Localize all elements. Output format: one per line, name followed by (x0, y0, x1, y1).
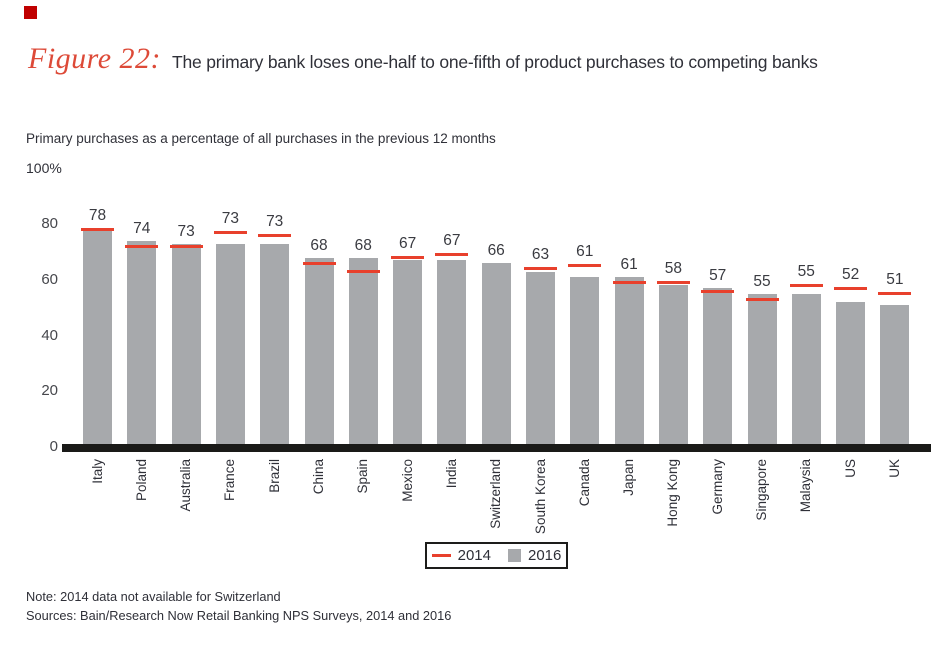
tick-2014 (701, 289, 735, 293)
bar-value-label: 57 (709, 267, 727, 285)
tick-2014 (391, 256, 425, 260)
y-tick-label: 20 (41, 382, 58, 400)
legend-2014-label: 2014 (457, 547, 491, 564)
bar-value-label: 55 (797, 262, 815, 280)
tick-2014 (213, 231, 247, 235)
bar-2016 (348, 257, 378, 449)
x-axis-category-label: Japan (621, 459, 637, 496)
bar-value-label: 58 (664, 260, 683, 278)
bar-value-label: 52 (841, 265, 860, 283)
bar-value-label: 61 (576, 243, 594, 261)
bar-2016 (171, 243, 201, 449)
bar-2016 (215, 243, 245, 449)
bar-2016 (658, 285, 688, 449)
bar-value-label: 73 (221, 210, 240, 228)
tick-2014 (302, 261, 336, 265)
x-axis-category-label: US (842, 459, 858, 478)
legend-2016-label: 2016 (528, 547, 562, 564)
tick-2014 (745, 297, 779, 301)
tick-2014 (81, 228, 114, 232)
note-line: Note: 2014 data not available for Switze… (26, 589, 281, 604)
bar-value-label: 61 (620, 256, 638, 274)
tick-2014 (346, 270, 380, 274)
bar-value-label: 55 (753, 272, 771, 290)
bar-2016 (260, 243, 290, 449)
bar-2016 (570, 277, 600, 449)
chart-subtitle: Primary purchases as a percentage of all… (26, 131, 496, 146)
tick-2014 (612, 281, 646, 285)
x-axis-category-label: Canada (576, 459, 592, 507)
tick-2014 (125, 244, 159, 248)
bar-2016 (481, 263, 511, 449)
legend-item-2014: 2014 (431, 547, 491, 564)
bar-2016 (393, 260, 423, 449)
bar-2016 (437, 260, 467, 449)
tick-2014 (524, 267, 557, 271)
bar-2016 (880, 304, 910, 449)
bar-value-label: 73 (177, 222, 195, 240)
bar-value-label: 68 (310, 236, 328, 254)
tick-2014 (435, 253, 469, 257)
tick-2014 (834, 286, 868, 290)
x-axis-baseline (62, 444, 931, 452)
x-axis-category-label: Italy (89, 459, 105, 484)
bar-value-label: 67 (443, 232, 461, 250)
sources-line: Sources: Bain/Research Now Retail Bankin… (26, 607, 452, 623)
bar-2016 (127, 240, 157, 449)
legend-item-2016: 2016 (508, 547, 561, 564)
y-tick-label: 40 (41, 326, 58, 344)
x-axis-category-label: Hong Kong (665, 459, 681, 527)
bar-2016 (747, 293, 777, 449)
bar-value-label: 78 (88, 207, 107, 225)
bar-value-label: 66 (487, 242, 505, 260)
x-axis-category-label: Germany (709, 459, 725, 515)
x-axis-category-label: Malaysia (798, 459, 814, 513)
x-axis-category-label: Singapore (754, 459, 769, 521)
y-tick-label: 0 (49, 438, 58, 455)
tick-2014 (789, 283, 823, 287)
bar-2016 (83, 229, 112, 449)
tick-2014 (656, 281, 690, 285)
x-axis-category-label: China (311, 459, 326, 495)
bar-value-label: 67 (398, 235, 417, 253)
tick-2014 (568, 264, 602, 268)
bar-2016 (703, 288, 733, 449)
x-axis-category-label: UK (886, 459, 902, 478)
legend-2016-square-marker (508, 549, 521, 562)
x-axis-category-label: Poland (133, 459, 149, 502)
bar-value-label: 68 (354, 236, 372, 254)
y-tick-label: 80 (41, 215, 58, 233)
tick-2014 (878, 292, 912, 296)
bar-2016 (791, 293, 821, 449)
x-axis-category-label: Spain (355, 459, 371, 494)
tick-2014 (169, 244, 203, 248)
y-axis-max-label: 100% (26, 160, 62, 176)
x-axis-category-label: India (443, 459, 459, 489)
x-axis-category-label: Switzerland (488, 459, 504, 529)
bar-value-label: 74 (133, 219, 151, 237)
x-axis-category-label: France (222, 459, 238, 502)
bar-2016 (614, 277, 644, 449)
x-axis-category-label: Australia (178, 459, 194, 512)
x-axis-category-label: Mexico (399, 459, 415, 502)
figure-title: Figure 22: The primary bank loses one-ha… (28, 42, 818, 76)
bar-value-label: 63 (531, 246, 550, 264)
legend-2014-line-marker (431, 554, 451, 557)
figure-title-text: The primary bank loses one-half to one-f… (172, 52, 818, 72)
footnotes: Note: 2014 data not available for Switze… (26, 588, 451, 625)
chart-legend: 2014 2016 (425, 542, 568, 569)
x-axis-category-label: Brazil (266, 459, 282, 493)
bar-2016 (304, 257, 334, 449)
x-axis-category-label: South Korea (532, 459, 548, 535)
bar-2016 (526, 271, 555, 449)
y-tick-label: 60 (41, 270, 58, 288)
figure-number-label: Figure 22: (28, 42, 162, 75)
bar-value-label: 73 (266, 212, 284, 230)
brand-red-square (24, 6, 37, 19)
tick-2014 (258, 233, 292, 237)
bar-2016 (836, 302, 866, 449)
bar-value-label: 51 (886, 271, 904, 289)
